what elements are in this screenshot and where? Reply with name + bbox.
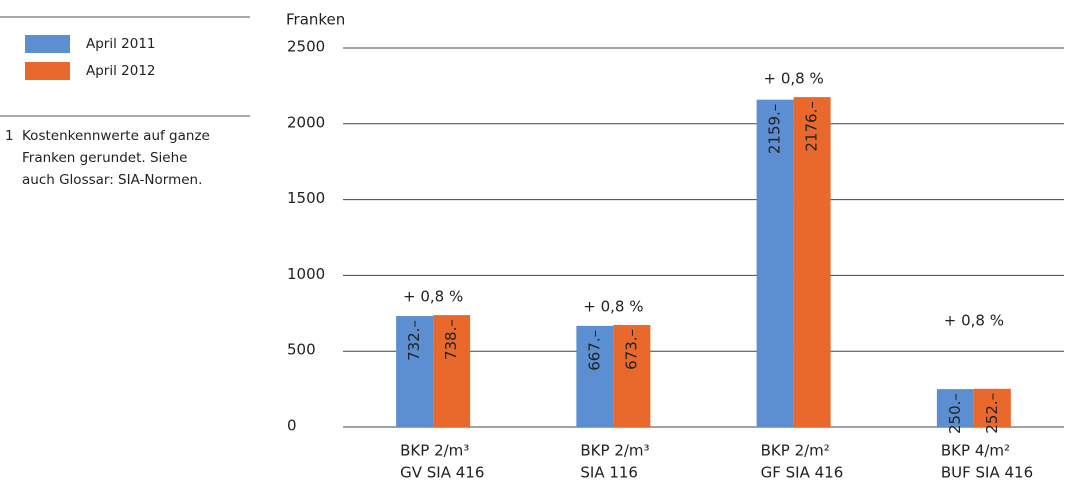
legend-swatch (25, 62, 70, 80)
y-tick-label: 0 (287, 417, 297, 435)
x-tick-label: BKP 4/m² (941, 442, 1010, 460)
x-tick-label: BKP 2/m³ (580, 442, 649, 460)
footnote-line: Kostenkennwerte auf ganze (22, 128, 210, 144)
bar (433, 315, 471, 427)
change-annotation: + 0,8 % (403, 288, 463, 306)
bar (793, 97, 831, 427)
legend-label: April 2011 (86, 36, 156, 52)
footnote-line: auch Glossar: SIA-Normen. (22, 172, 202, 188)
y-tick-label: 1500 (287, 189, 325, 207)
y-axis-label: Franken (286, 11, 345, 29)
footnote-line: Franken gerundet. Siehe (22, 150, 187, 166)
value-label: 252.– (983, 393, 1001, 434)
value-label: 2176.– (803, 101, 821, 151)
value-label: 667.– (585, 330, 603, 371)
bar (396, 316, 434, 427)
bar (756, 99, 794, 427)
value-label: 250.– (946, 393, 964, 434)
bar (576, 325, 614, 427)
x-tick-label: BKP 2/m³ (400, 442, 469, 460)
bar (613, 324, 651, 427)
bar (936, 389, 974, 427)
footnote-number: 1 (5, 128, 14, 144)
legend-swatch (25, 35, 70, 53)
legend-label: April 2012 (86, 63, 156, 79)
x-tick-label: BKP 2/m² (761, 442, 830, 460)
y-tick-label: 2000 (287, 113, 325, 131)
change-annotation: + 0,8 % (583, 297, 643, 315)
y-tick-label: 1000 (287, 265, 325, 283)
value-label: 732.– (405, 320, 423, 361)
x-tick-label: SIA 116 (580, 464, 638, 482)
x-tick-label: BUF SIA 416 (941, 464, 1033, 482)
x-tick-label: GF SIA 416 (761, 464, 844, 482)
bar (973, 388, 1011, 427)
value-label: 2159.– (766, 104, 784, 154)
y-tick-label: 500 (287, 341, 316, 359)
change-annotation: + 0,8 % (764, 70, 824, 88)
y-tick-label: 2500 (287, 38, 325, 56)
value-label: 673.– (622, 329, 640, 370)
x-tick-label: GV SIA 416 (400, 464, 484, 482)
value-label: 738.– (442, 319, 460, 360)
change-annotation: + 0,8 % (944, 311, 1004, 329)
